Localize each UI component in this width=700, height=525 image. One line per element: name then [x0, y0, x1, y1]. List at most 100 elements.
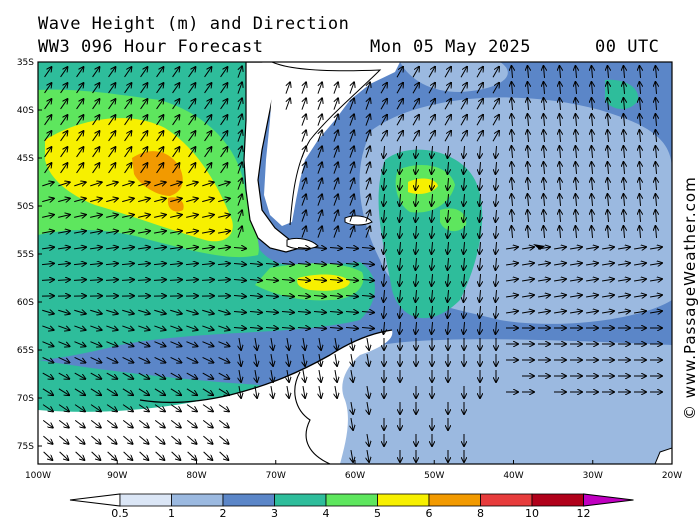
- wave-direction-arrow: [249, 279, 262, 280]
- wave-direction-arrow: [639, 178, 640, 191]
- wave-direction-arrow: [538, 311, 550, 313]
- wave-direction-arrow: [329, 247, 342, 248]
- wave-direction-arrow: [185, 263, 198, 264]
- wave-direction-arrow: [123, 435, 132, 444]
- wave-direction-arrow: [58, 215, 70, 218]
- legend-tick-label: 1: [168, 507, 175, 520]
- wave-direction-arrow: [570, 247, 582, 249]
- wave-direction-arrow: [297, 263, 310, 264]
- legend-swatch: [377, 493, 430, 507]
- wave-direction-arrow: [591, 66, 592, 79]
- wave-direction-arrow: [476, 115, 483, 126]
- wave-direction-arrow: [186, 404, 197, 412]
- wave-direction-arrow: [463, 145, 464, 158]
- wave-direction-arrow: [73, 247, 86, 249]
- wave-direction-arrow: [317, 226, 322, 238]
- wave-direction-arrow: [237, 194, 242, 206]
- wave-direction-arrow: [476, 67, 483, 78]
- wave-direction-arrow: [42, 215, 54, 218]
- wave-direction-arrow: [351, 418, 353, 430]
- wave-direction-arrow: [333, 114, 338, 126]
- wave-direction-arrow: [399, 273, 400, 286]
- wave-direction-arrow: [172, 131, 180, 142]
- wave-direction-arrow: [154, 404, 165, 412]
- wave-direction-arrow: [618, 295, 630, 297]
- legend-swatch: [480, 493, 533, 507]
- wave-direction-arrow: [431, 305, 432, 318]
- wave-direction-arrows: [41, 66, 662, 462]
- wave-direction-arrow: [639, 162, 640, 175]
- wave-direction-arrow: [559, 130, 560, 143]
- wave-direction-arrow: [447, 177, 448, 190]
- wave-direction-arrow: [172, 163, 180, 174]
- wave-direction-arrow: [365, 98, 370, 110]
- wave-direction-arrow: [607, 178, 608, 191]
- wave-direction-arrow: [76, 115, 84, 126]
- wave-direction-arrow: [106, 215, 118, 218]
- wave-direction-arrow: [186, 215, 198, 218]
- wave-direction-arrow: [383, 241, 384, 254]
- wave-direction-arrow: [591, 98, 592, 111]
- wave-direction-arrow: [639, 98, 640, 111]
- wave-direction-arrow: [351, 450, 353, 462]
- wave-direction-arrow: [345, 295, 358, 296]
- wave-direction-arrow: [301, 210, 306, 222]
- wave-direction-arrow: [351, 338, 353, 350]
- wave-direction-arrow: [365, 130, 370, 142]
- wave-direction-arrow: [106, 341, 117, 347]
- wave-direction-arrow: [106, 198, 118, 201]
- wave-direction-arrow: [607, 194, 608, 207]
- legend-tick-label: 12: [577, 507, 591, 520]
- wave-direction-arrow: [156, 83, 164, 94]
- wave-direction-arrow: [399, 257, 400, 270]
- wave-direction-arrow: [154, 310, 165, 314]
- wave-direction-arrow: [74, 198, 86, 201]
- wave-direction-arrow: [138, 388, 149, 395]
- wave-direction-arrow: [575, 82, 576, 95]
- wave-direction-arrow: [479, 193, 480, 206]
- wave-direction-arrow: [460, 67, 467, 78]
- wave-direction-arrow: [367, 338, 369, 350]
- forecast-time: 00 UTC: [595, 37, 660, 57]
- wave-direction-arrow: [76, 67, 84, 78]
- wave-direction-arrow: [313, 327, 326, 328]
- wave-direction-arrow: [138, 310, 149, 314]
- wave-direction-arrow: [543, 98, 544, 111]
- wave-direction-arrow: [415, 241, 416, 254]
- wave-direction-arrow: [349, 178, 354, 190]
- legend-swatch: [119, 493, 172, 507]
- wave-direction-arrow: [634, 311, 646, 313]
- wave-direction-arrow: [92, 147, 100, 158]
- wave-direction-arrow: [313, 311, 326, 312]
- wave-direction-arrow: [623, 114, 624, 127]
- wave-direction-arrow: [156, 163, 164, 174]
- wave-direction-arrow: [107, 451, 117, 460]
- wave-direction-arrow: [618, 247, 630, 249]
- wave-direction-arrow: [92, 131, 100, 142]
- wave-direction-arrow: [538, 279, 550, 281]
- wave-direction-arrow: [287, 370, 289, 382]
- wave-direction-arrow: [153, 247, 166, 249]
- wave-direction-arrow: [365, 226, 370, 238]
- wave-direction-arrow: [90, 215, 102, 218]
- wave-direction-arrow: [156, 67, 164, 78]
- wave-direction-arrow: [140, 131, 148, 142]
- site-credit: © www.PassageWeather.com: [681, 176, 699, 420]
- wave-direction-arrow: [220, 163, 228, 174]
- wave-direction-arrow: [365, 146, 370, 158]
- wave-direction-arrow: [153, 263, 166, 264]
- wave-direction-arrow: [220, 83, 228, 94]
- wave-direction-arrow: [74, 182, 85, 186]
- wave-direction-arrow: [75, 451, 85, 460]
- wave-direction-arrow: [122, 372, 134, 379]
- wave-direction-arrow: [42, 419, 53, 427]
- wave-direction-arrow: [218, 372, 230, 379]
- wave-direction-arrow: [138, 182, 149, 186]
- wave-direction-arrow: [527, 66, 528, 79]
- wave-direction-arrow: [349, 210, 354, 222]
- wave-direction-arrow: [172, 67, 180, 78]
- wave-direction-arrow: [495, 321, 496, 334]
- wave-direction-arrow: [655, 130, 656, 143]
- wave-direction-arrow: [607, 98, 608, 111]
